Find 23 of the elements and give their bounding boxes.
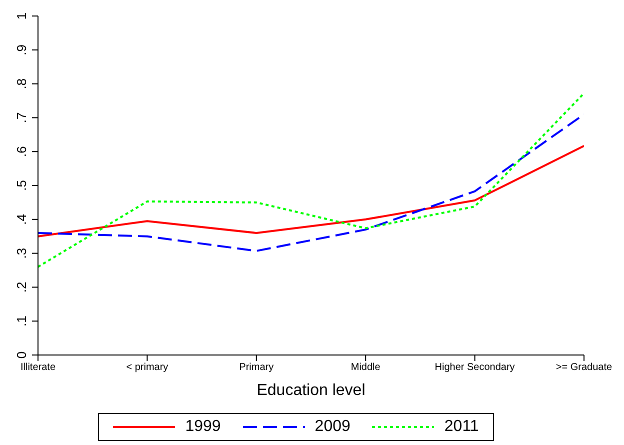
x-tick-label: Illiterate — [20, 362, 56, 374]
y-tick-label: .4 — [14, 214, 29, 225]
line-series — [38, 144, 584, 238]
y-tick-label: .9 — [14, 44, 29, 56]
legend-label: 2009 — [314, 418, 350, 436]
x-axis-title: Education level — [256, 382, 366, 399]
x-tick-label: Primary — [239, 362, 274, 374]
y-tick-label: 1 — [14, 12, 29, 20]
x-tick-label: >= Graduate — [556, 362, 613, 374]
y-tick-label: .1 — [14, 316, 29, 327]
y-tick-label: .2 — [14, 282, 29, 293]
x-tick-label: Higher Secondary — [434, 362, 515, 374]
legend-label: 2011 — [444, 418, 479, 436]
line-series — [38, 92, 584, 268]
y-tick-label: 0 — [14, 351, 29, 359]
y-tick-label: .6 — [14, 146, 29, 158]
y-tick-label: .3 — [14, 248, 29, 259]
y-tick-label: .7 — [14, 112, 29, 124]
y-tick-label: .5 — [14, 180, 29, 191]
x-tick-label: Middle — [350, 362, 381, 374]
legend-label: 1999 — [185, 418, 221, 436]
y-tick-label: .8 — [14, 78, 29, 90]
x-tick-label: < primary — [126, 362, 168, 374]
